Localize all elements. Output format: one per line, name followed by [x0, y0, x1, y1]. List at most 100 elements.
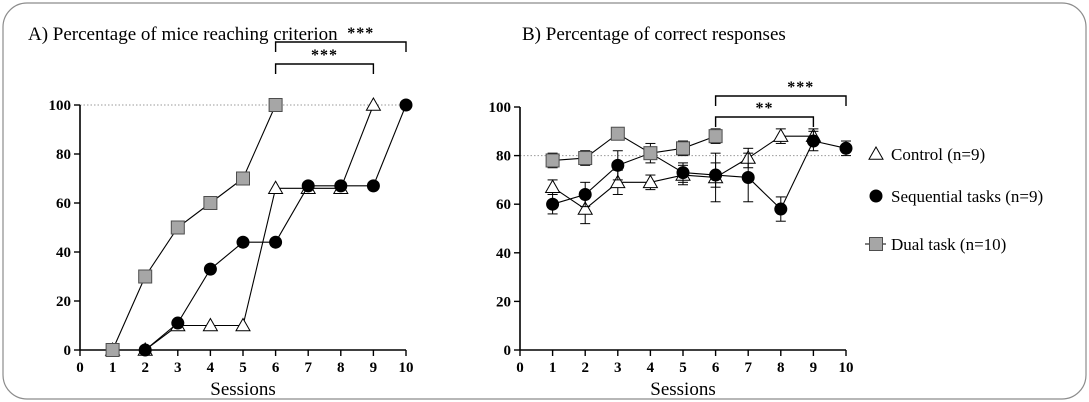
panel-a-point-control: [365, 96, 382, 111]
panel-b-point-sequential: [611, 158, 625, 172]
legend-item-dual: Dual task (n=10): [865, 235, 1006, 254]
panel-b-title: B) Percentage of correct responses: [522, 24, 786, 45]
panel-a-point-sequential: [269, 235, 283, 249]
panel-b-y-tick-label: 0: [504, 343, 512, 359]
panel-a-x-tick-label: 3: [174, 360, 182, 376]
legend-label-dual: Dual task (n=10): [891, 235, 1006, 254]
panel-b-point-sequential: [578, 187, 592, 201]
panel-a-point-dual: [170, 220, 185, 235]
legend: Control (n=9) Sequential tasks (n=9) Dua…: [865, 145, 1043, 254]
panel-a-x-tick-label: 8: [337, 360, 345, 376]
panel-a-significance-bracket: [274, 63, 375, 74]
panel-b-x-tick-label: 10: [839, 360, 854, 376]
panel-a-point-dual: [268, 98, 283, 112]
panel-b-point-control: [609, 174, 626, 189]
panel-a-point-sequential: [203, 262, 217, 276]
panel-b-point-sequential: [774, 202, 788, 216]
panel-b-x-tick-label: 7: [744, 360, 752, 376]
panel-a-title: A) Percentage of mice reaching criterion: [28, 24, 338, 45]
panel-b-point-control: [772, 128, 789, 142]
panel-b-x-tick-label: 6: [712, 360, 720, 376]
panel-b-significance-bracket: [714, 95, 847, 106]
panel-b-point-control: [544, 179, 561, 193]
panel-a-point-sequential: [334, 179, 348, 193]
panel-a-y-tick-label: 20: [56, 294, 71, 310]
panel-b-chart: B) Percentage of correct responses Sessi…: [489, 24, 854, 400]
panel-a-point-control: [235, 317, 251, 332]
panel-b-point-dual: [545, 153, 560, 168]
panel-b-point-dual: [676, 141, 690, 156]
panel-b-xlabel: Sessions: [650, 379, 715, 400]
panel-b-significance-label: ***: [787, 79, 814, 96]
panel-a-xlabel: Sessions: [210, 379, 275, 400]
panel-b-y-tick-label: 80: [496, 149, 511, 165]
panel-b-x-tick-label: 2: [581, 360, 589, 376]
panel-b-point-control: [642, 174, 659, 189]
panel-b-x-tick-label: 8: [777, 360, 785, 376]
panel-a-x-tick-label: 6: [272, 360, 280, 376]
panel-a-point-sequential: [138, 343, 152, 357]
panel-a-point-dual: [203, 196, 218, 210]
panel-a-point-sequential: [171, 316, 185, 330]
panel-a-point-sequential: [236, 235, 250, 249]
legend-marker-control: [868, 145, 884, 160]
panel-b-point-sequential: [806, 134, 820, 148]
panel-b-x-tick-label: 5: [679, 360, 687, 376]
panel-a-series-line-sequential: [112, 104, 407, 351]
panel-b-x-tick-label: 1: [549, 360, 557, 376]
panel-a-x-tick-label: 5: [239, 360, 247, 376]
panel-a-point-dual: [138, 269, 153, 284]
panel-b-point-dual: [578, 151, 593, 166]
panel-b-y-tick-label: 40: [496, 246, 511, 262]
panel-b-point-sequential: [676, 166, 690, 180]
panel-a-point-sequential: [366, 179, 380, 193]
panel-b-x-tick-label: 3: [614, 360, 622, 376]
panel-b-y-tick-label: 60: [496, 197, 511, 213]
panel-b-x-tick-label: 0: [516, 360, 524, 376]
panel-a-x-tick-label: 2: [141, 360, 149, 376]
panel-b-point-dual: [610, 126, 625, 141]
panel-b-point-sequential: [546, 197, 560, 211]
panel-a-y-tick-label: 100: [49, 98, 72, 114]
panel-b-point-dual: [643, 146, 658, 161]
panel-a-chart: A) Percentage of mice reaching criterion…: [28, 24, 414, 400]
panel-a-y-tick-label: 40: [56, 245, 71, 261]
panel-b-y-tick-label: 100: [489, 100, 512, 116]
legend-item-sequential: Sequential tasks (n=9): [869, 187, 1043, 206]
panel-a-x-tick-label: 4: [207, 360, 215, 376]
panel-b-point-sequential: [839, 141, 853, 155]
panel-b-series-line-dual: [552, 133, 716, 162]
panel-a-point-sequential: [399, 98, 413, 112]
panel-a-x-tick-label: 10: [399, 360, 414, 376]
panel-a-significance-bracket: [274, 41, 407, 52]
panel-a-point-control: [267, 180, 284, 195]
panel-a-x-tick-label: 1: [109, 360, 117, 376]
panel-b-y-tick-label: 20: [496, 294, 511, 310]
panel-b-point-dual: [708, 129, 723, 144]
panel-a-point-dual: [105, 343, 120, 357]
panel-a-x-tick-label: 7: [304, 360, 312, 376]
panel-a-point-dual: [236, 171, 250, 186]
panel-b-significance-label: **: [756, 100, 774, 117]
panel-a-y-tick-label: 80: [56, 147, 71, 163]
panel-a-series-line-dual: [112, 104, 277, 351]
panel-b-point-sequential: [741, 170, 755, 184]
legend-label-control: Control (n=9): [891, 145, 985, 164]
panel-b-series-line-sequential: [552, 140, 847, 210]
panel-a-y-tick-label: 0: [64, 343, 72, 359]
legend-marker-dual: [869, 237, 883, 251]
panel-a-x-tick-label: 0: [76, 360, 84, 376]
legend-marker-sequential: [869, 189, 883, 203]
panel-a-y-tick-label: 60: [56, 196, 71, 212]
panel-b-x-tick-label: 9: [810, 360, 818, 376]
panel-b-point-control: [577, 201, 594, 215]
legend-label-sequential: Sequential tasks (n=9): [891, 187, 1043, 206]
panel-a-x-tick-label: 9: [370, 360, 378, 376]
panel-a-series-line-control: [112, 104, 374, 351]
panel-a-point-control: [202, 317, 219, 332]
panel-a-point-sequential: [301, 179, 315, 193]
panel-a-significance-label: ***: [311, 47, 338, 64]
panel-b-x-tick-label: 4: [647, 360, 655, 376]
